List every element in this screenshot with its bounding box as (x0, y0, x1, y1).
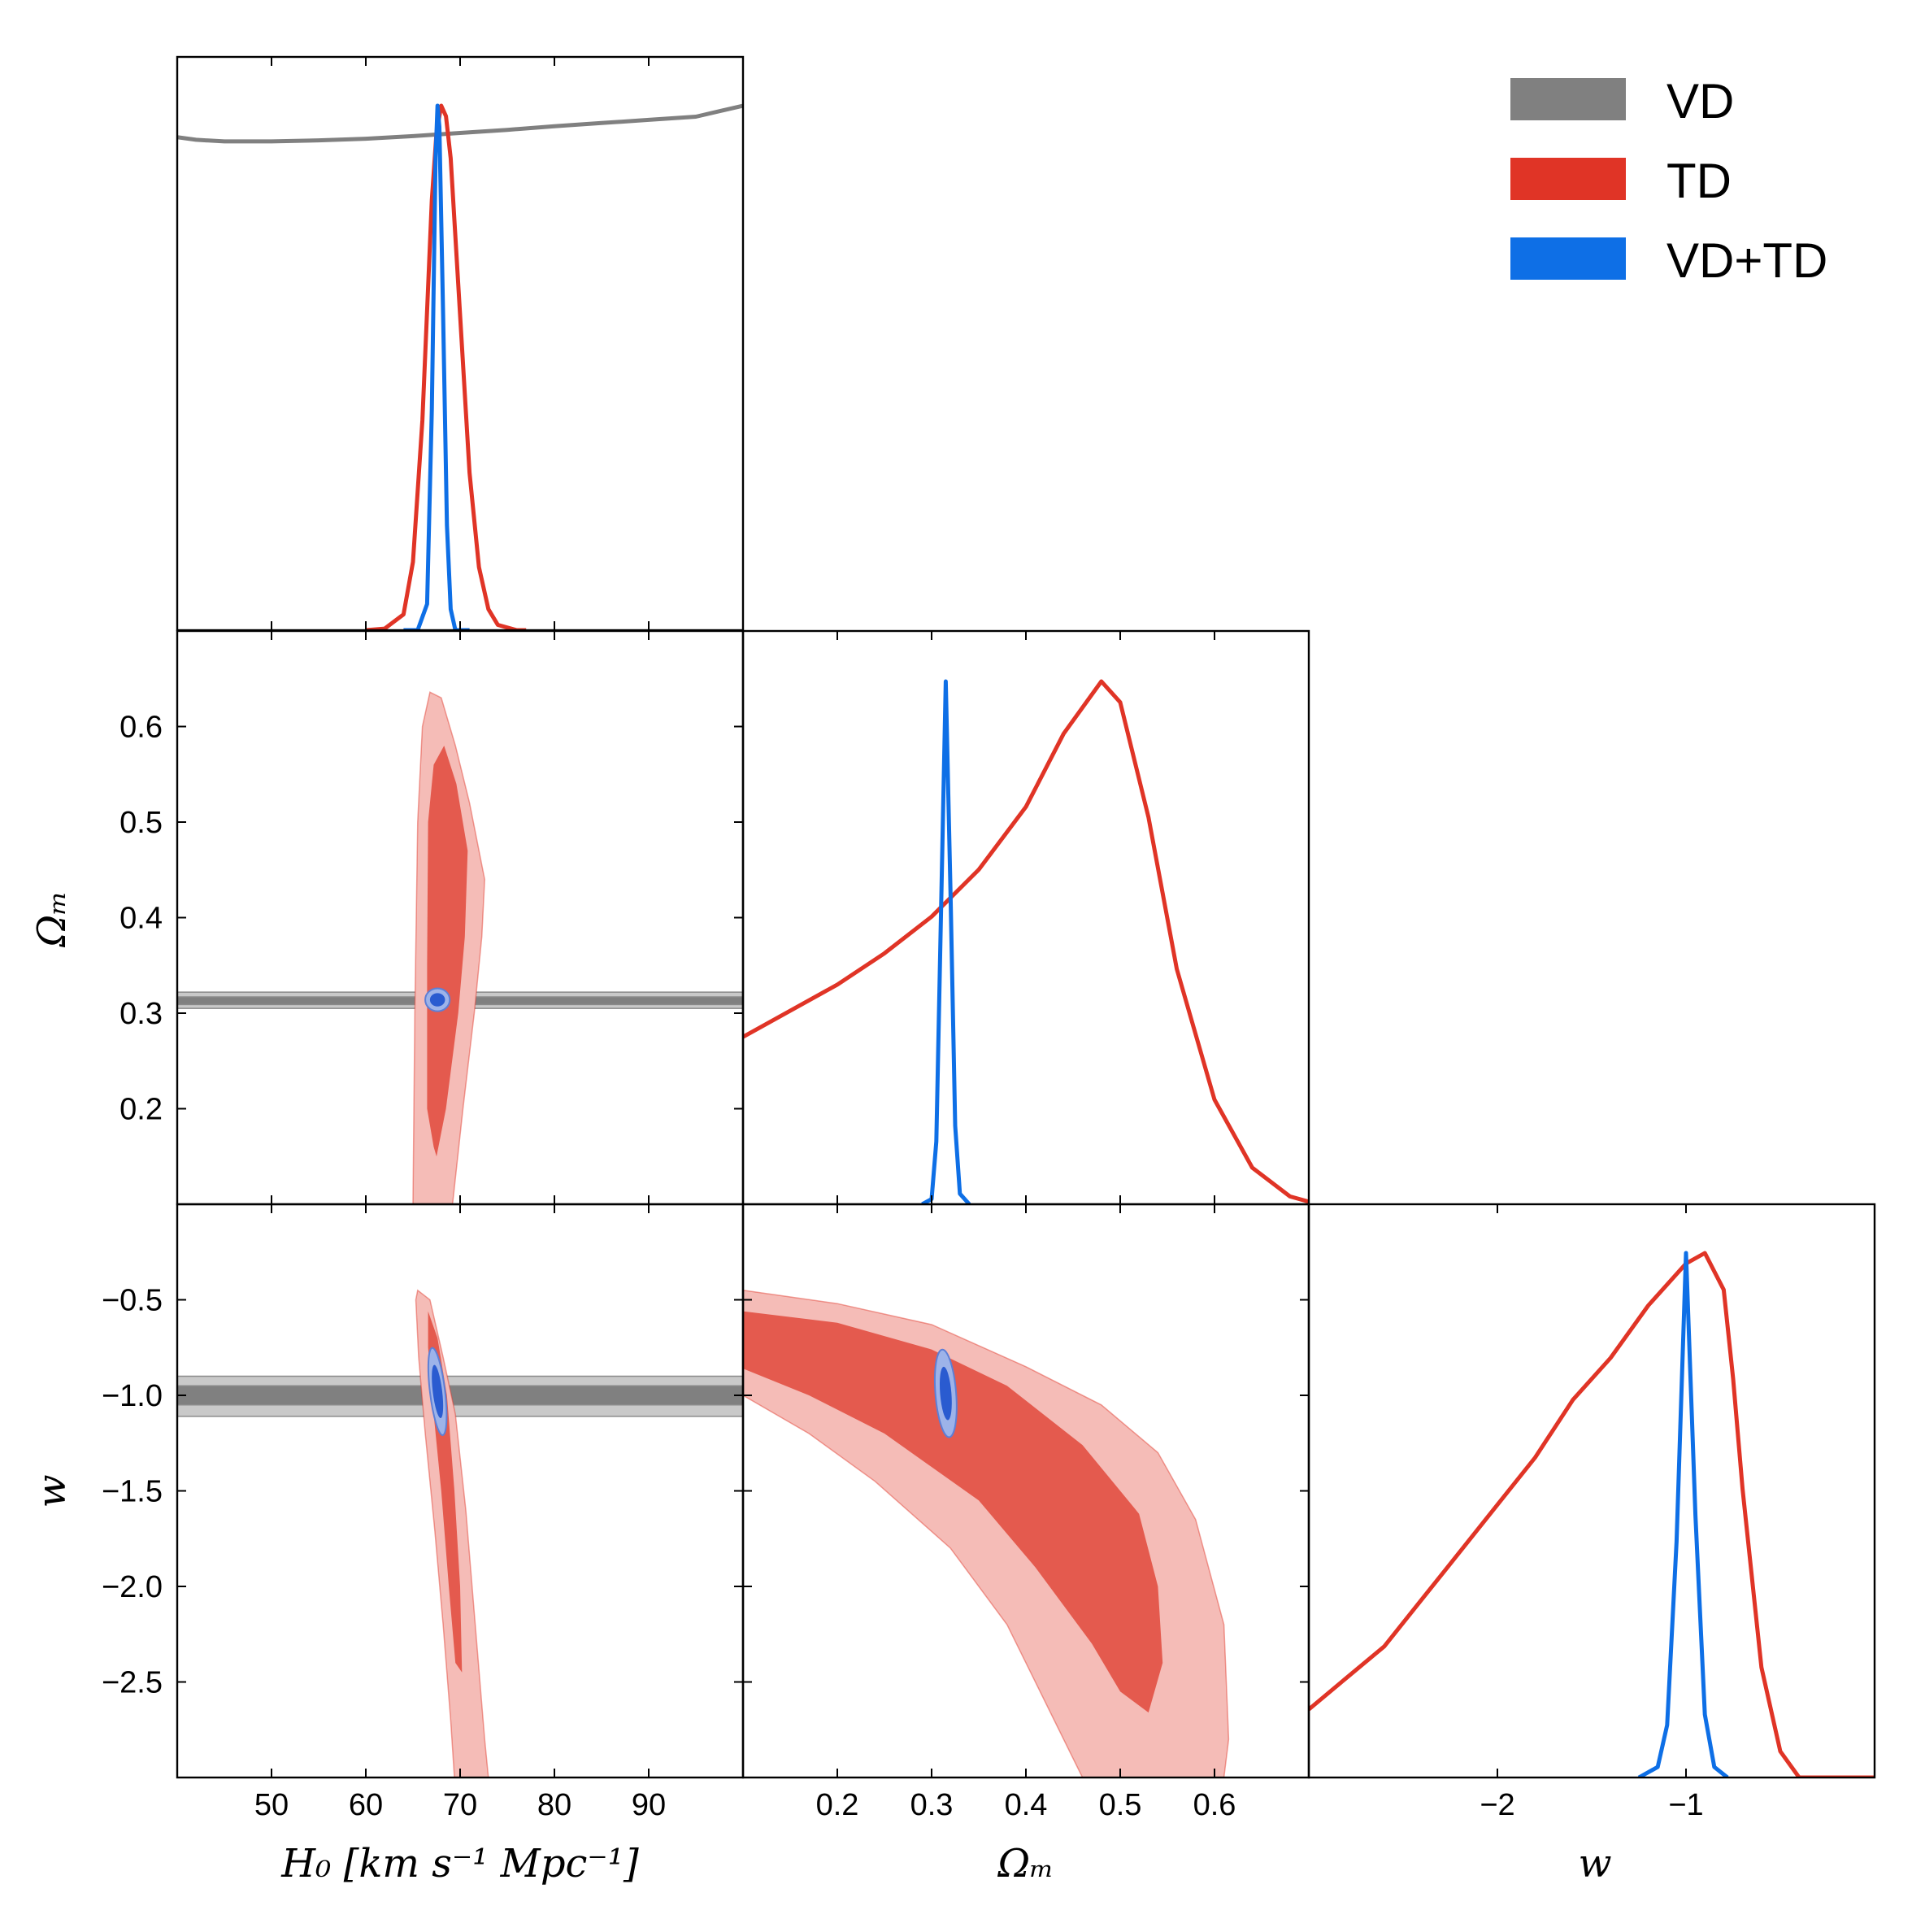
vd-marginal-H0 (177, 103, 743, 144)
y-tick-label-w: −1.0 (102, 1379, 163, 1413)
x-tick-label-w: −2 (1480, 1788, 1514, 1822)
legend-swatch-vdtd (1510, 237, 1626, 280)
panel-Omega_m-Omega_m (743, 679, 1309, 1204)
vd-td-marginal-Omega_m (921, 679, 971, 1204)
x-tick-label-Omega_m: 0.3 (910, 1788, 954, 1822)
x-tick-label-Omega_m: 0.2 (816, 1788, 859, 1822)
legend-label-td: TD (1666, 154, 1732, 208)
legend: VD TD VD+TD (1510, 74, 1827, 288)
vd-band-68 (177, 1385, 743, 1406)
td-marginal-Omega_m (743, 679, 1309, 1204)
td-contour-68 (743, 1311, 1163, 1713)
y-tick-label-Omega_m: 0.5 (119, 806, 163, 840)
panel-w-w (1309, 1251, 1875, 1778)
w-y-axis-label: w (29, 1474, 75, 1508)
x-tick-label-w: −1 (1668, 1788, 1703, 1822)
omega-m-y-axis-label: Ωₘ (29, 890, 75, 947)
legend-swatch-vd (1510, 78, 1626, 120)
y-tick-label-w: −2.0 (102, 1570, 163, 1604)
x-tick-label-H0: 60 (349, 1788, 383, 1822)
vd-td-contour-68 (939, 1366, 952, 1421)
td-marginal-w (1309, 1251, 1875, 1778)
td-contour-68 (427, 746, 468, 1157)
y-tick-label-w: −1.5 (102, 1475, 163, 1509)
y-tick-label-Omega_m: 0.2 (119, 1093, 163, 1127)
panel-Omega_m-w (743, 1290, 1230, 1778)
x-tick-label-Omega_m: 0.6 (1193, 1788, 1236, 1822)
y-tick-label-w: −2.5 (102, 1666, 163, 1700)
frame-w-w (1307, 1203, 1876, 1779)
y-tick-label-Omega_m: 0.3 (119, 997, 163, 1031)
x-tick-label-H0: 70 (443, 1788, 477, 1822)
x-tick-label-H0: 90 (632, 1788, 666, 1822)
x-tick-label-Omega_m: 0.4 (1005, 1788, 1048, 1822)
td-marginal-H0 (365, 103, 527, 630)
y-tick-label-w: −0.5 (102, 1284, 163, 1318)
x-tick-label-H0: 50 (254, 1788, 289, 1822)
plot-content: 50 60 70 80 90 0.2 0.3 0.4 0.5 0.6 −2 −1 0.2 0.3 0.4 0.… (102, 55, 1876, 1823)
w-axis-label: w (1578, 1841, 1611, 1886)
vd-td-contour-68 (432, 1364, 444, 1418)
axis-labels: H₀ [km s⁻¹ Mpc⁻¹] Ωₘ w Ωₘ w (29, 890, 1612, 1886)
legend-label-vdtd: VD+TD (1666, 233, 1827, 288)
x-tick-label-Omega_m: 0.5 (1099, 1788, 1142, 1822)
vd-td-marginal-w (1637, 1251, 1729, 1778)
vd-td-contour-68 (429, 993, 445, 1007)
h0-axis-label: H₀ [km s⁻¹ Mpc⁻¹] (280, 1841, 639, 1886)
legend-swatch-td (1510, 158, 1626, 200)
y-tick-label-Omega_m: 0.4 (119, 902, 163, 936)
x-tick-label-H0: 80 (537, 1788, 571, 1822)
panel-H0-H0 (177, 103, 743, 630)
legend-label-vd: VD (1666, 74, 1734, 128)
omega-m-axis-label: Ωₘ (997, 1841, 1054, 1886)
vd-td-marginal-H0 (403, 103, 470, 630)
panel-H0-w (177, 1289, 743, 1778)
y-tick-label-Omega_m: 0.6 (119, 711, 163, 745)
panel-H0-Omega_m (177, 691, 743, 1204)
tick-labels: 50 60 70 80 90 0.2 0.3 0.4 0.5 0.6 −2 −1 0.2 0.3 0.4 0.… (102, 711, 1704, 1823)
panel-border (1307, 1203, 1876, 1779)
